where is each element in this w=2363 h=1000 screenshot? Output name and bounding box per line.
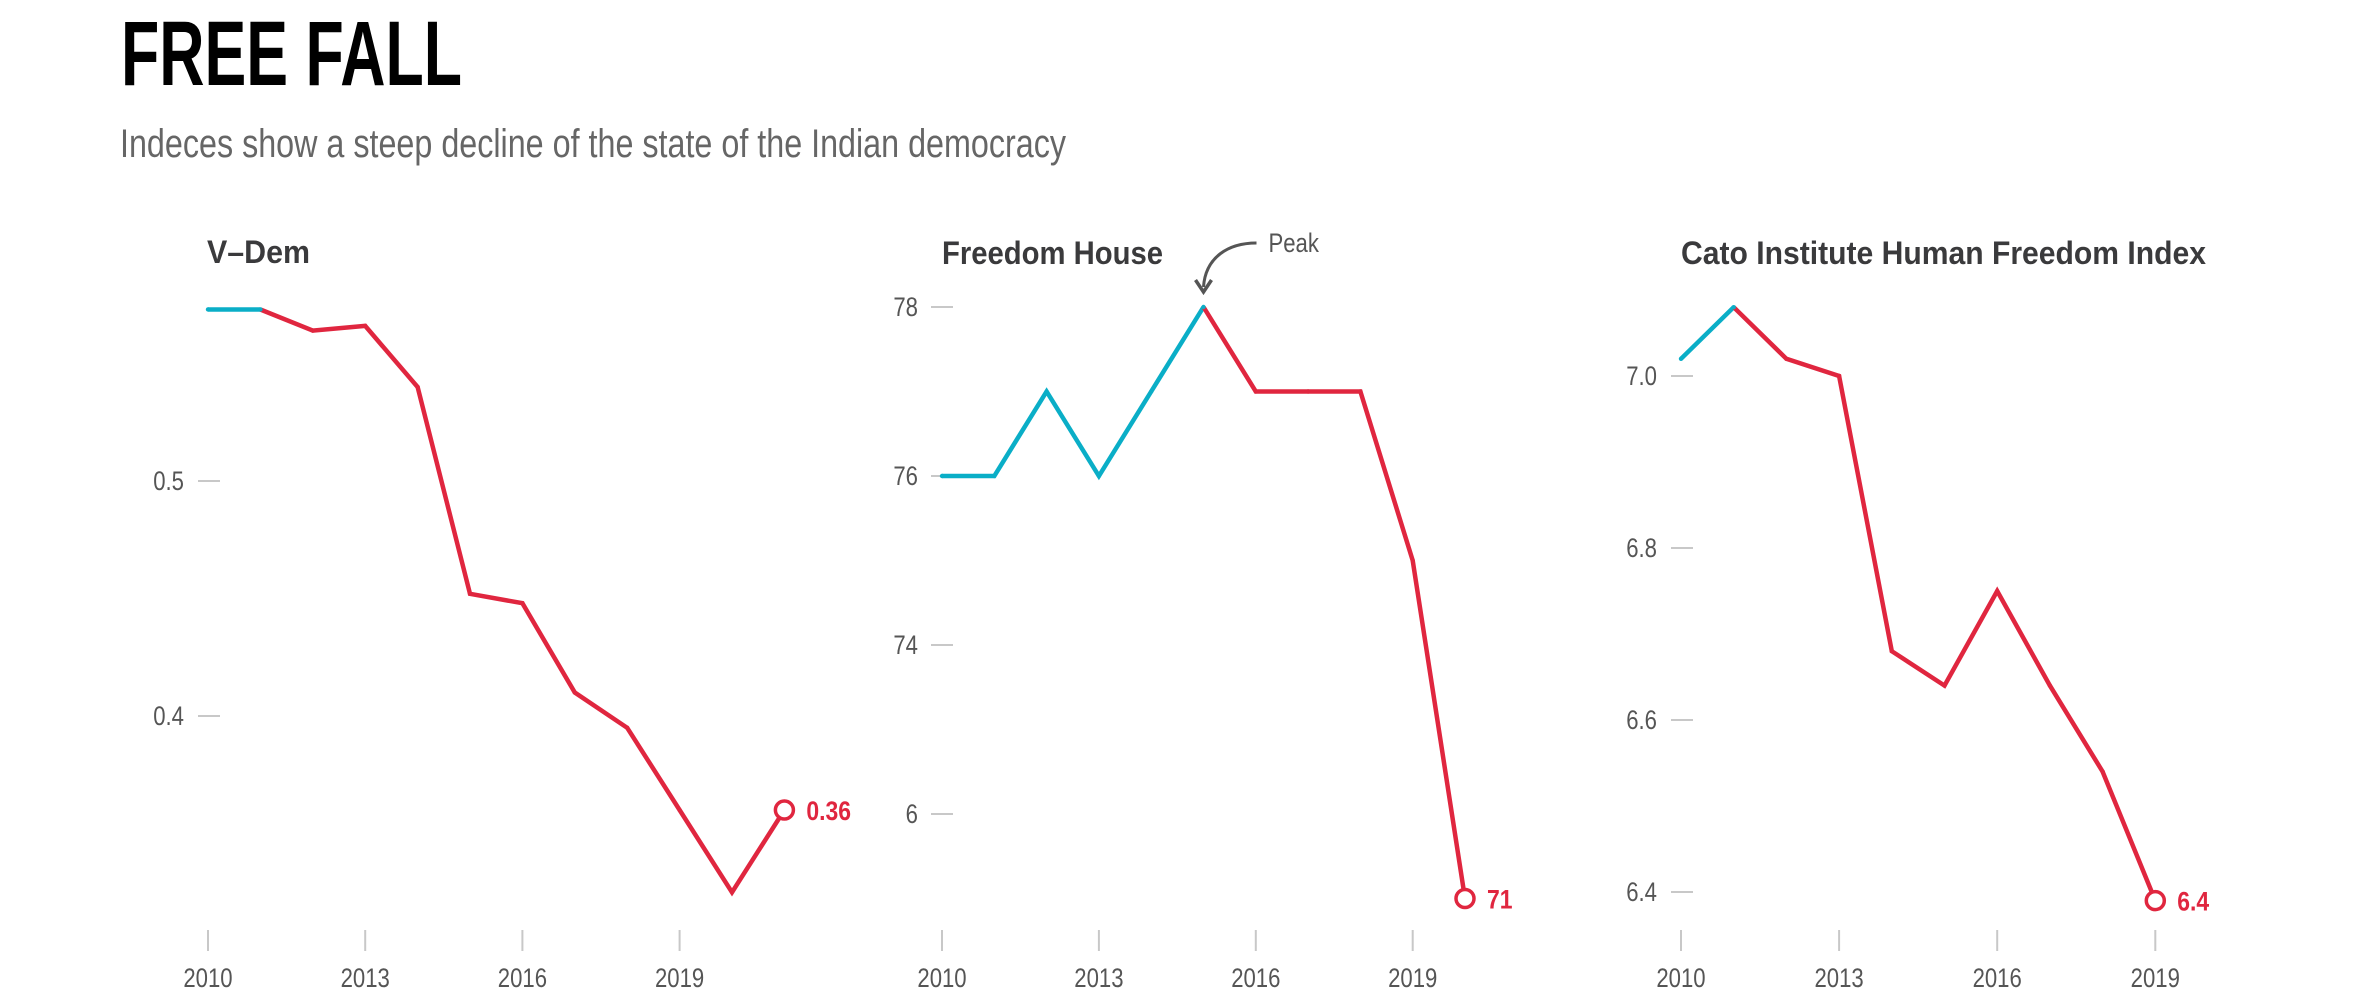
- panel-freedom-house: Freedom House 78 76 74 6 2010 2013 2016 2019 71 Pe…: [893, 229, 1512, 994]
- end-value-label: 6.4: [2177, 887, 2209, 917]
- end-point-marker: [773, 799, 796, 821]
- data-point: [467, 591, 473, 596]
- x-tick-label: 2016: [1231, 964, 1280, 994]
- x-tick-label: 2019: [1388, 964, 1437, 994]
- data-point: [1044, 389, 1049, 394]
- x-tick-label: 2010: [1656, 964, 1705, 994]
- data-point: [1731, 305, 1736, 310]
- data-point: [1784, 356, 1789, 361]
- data-point: [1305, 389, 1311, 394]
- x-tick-label: 2019: [655, 964, 704, 994]
- subtitle: Indeces show a steep decline of the stat…: [120, 122, 1066, 166]
- y-tick-label: 6.4: [1626, 878, 1657, 908]
- end-value-label: 0.36: [806, 796, 851, 826]
- data-point: [625, 725, 630, 730]
- y-tick-label: 76: [893, 462, 918, 492]
- data-point: [205, 307, 211, 312]
- data-point: [1201, 304, 1206, 310]
- x-tick-label: 2019: [2131, 964, 2180, 994]
- series-line-falling: [259, 307, 787, 897]
- panel-title: Freedom House: [942, 235, 1163, 271]
- y-tick-label: 74: [893, 631, 918, 661]
- arrow-head-icon: [1194, 279, 1213, 296]
- series-line-falling: [1201, 305, 1468, 899]
- data-point: [992, 473, 997, 479]
- data-point: [1096, 473, 1102, 479]
- x-tick-label: 2013: [1814, 964, 1863, 994]
- x-tick-label: 2016: [498, 964, 547, 994]
- data-point: [1995, 588, 2000, 594]
- data-point: [1149, 389, 1154, 394]
- series-line-rising: [942, 305, 1206, 481]
- panel-title: V–Dem: [207, 234, 310, 270]
- data-point: [2100, 769, 2105, 774]
- panel-cato-index: Cato Institute Human Freedom Index 7.0 6.8…: [1626, 235, 2209, 994]
- data-point: [677, 807, 682, 813]
- y-tick-label: 0.5: [153, 467, 184, 497]
- x-tick-label: 2013: [341, 964, 390, 994]
- x-tick-label: 2010: [917, 964, 966, 994]
- panel-title: Cato Institute Human Freedom Index: [1681, 235, 2206, 271]
- panel-vdem: V–Dem 0.5 0.4 2010 2013 2016 2019 0.36: [153, 234, 851, 994]
- data-point: [572, 690, 577, 695]
- data-point: [363, 323, 368, 329]
- end-value-label: 71: [1487, 885, 1513, 915]
- data-point: [1410, 558, 1415, 563]
- data-point: [1836, 373, 1842, 379]
- y-tick-label: 6: [906, 800, 918, 830]
- data-point: [1889, 649, 1895, 654]
- y-tick-label: 6.8: [1626, 534, 1657, 564]
- peak-arrow: [1202, 241, 1257, 288]
- end-point-marker: [1454, 887, 1476, 910]
- data-point: [310, 328, 315, 333]
- y-tick-label: 78: [893, 293, 918, 323]
- data-point: [729, 890, 735, 895]
- data-point: [939, 473, 945, 479]
- data-point: [1678, 356, 1684, 361]
- x-tick-label: 2016: [1973, 964, 2022, 994]
- series-line-rising: [1679, 305, 1736, 361]
- data-point: [1942, 683, 1947, 688]
- data-point: [2047, 683, 2053, 688]
- data-point: [1358, 389, 1363, 394]
- y-tick-label: 6.6: [1626, 706, 1657, 736]
- y-tick-label: 7.0: [1626, 362, 1657, 392]
- data-point: [258, 307, 263, 312]
- series-line-falling: [1732, 305, 2158, 902]
- end-point-marker: [2144, 889, 2167, 912]
- data-point: [415, 384, 420, 390]
- x-tick-label: 2013: [1074, 964, 1123, 994]
- data-point: [1253, 389, 1259, 394]
- x-tick-label: 2010: [183, 964, 232, 994]
- peak-annotation: Peak: [1269, 229, 1320, 259]
- y-tick-label: 0.4: [153, 702, 184, 732]
- main-title: FREE FALL: [121, 3, 462, 105]
- data-point: [520, 601, 525, 606]
